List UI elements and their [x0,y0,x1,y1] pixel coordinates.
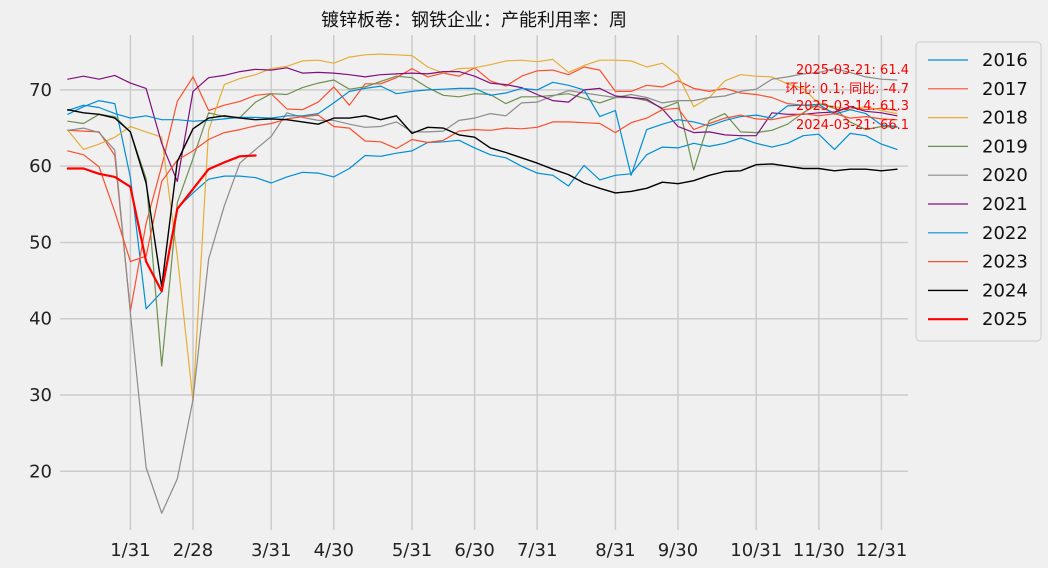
y-tick-label: 30 [29,385,52,406]
legend-label-2017: 2017 [982,79,1028,100]
y-tick-label: 40 [29,309,52,330]
legend-label-2020: 2020 [982,165,1028,186]
y-tick-label: 60 [29,156,52,177]
x-tick-label: 7/31 [517,540,557,561]
legend-label-2025: 2025 [982,309,1028,330]
annotation-prev-week: 2025-03-14: 61.3 [796,99,909,114]
legend-label-2024: 2024 [982,280,1028,301]
series-line-2025 [66,154,257,293]
annotation-layer: 2025-03-21: 61.4 环比: 0.1; 同比: -4.7 2025-… [785,63,909,133]
series-line-2018 [67,53,898,402]
annotation-change: 环比: 0.1; 同比: -4.7 [785,82,909,97]
series-layer [66,53,898,514]
legend-label-2023: 2023 [982,252,1028,273]
y-tick-label: 70 [29,80,52,101]
legend-label-2018: 2018 [982,108,1028,129]
x-tick-label: 3/31 [251,540,291,561]
x-tick-label: 11/30 [793,540,845,561]
series-line-2023 [67,107,898,263]
y-tick-label: 20 [29,461,52,482]
tick-layer: 20 30 40 50 60 70 1/31 2/28 3/31 4/30 5/31 6/30 7/31… [29,80,907,561]
x-tick-label: 10/31 [730,540,782,561]
x-tick-label: 2/28 [173,540,213,561]
x-tick-label: 1/31 [110,540,150,561]
legend-label-2021: 2021 [982,194,1028,215]
x-tick-label: 8/31 [595,540,635,561]
annotation-prev-year: 2024-03-21: 66.1 [796,118,909,133]
legend-label-2016: 2016 [982,50,1028,71]
y-tick-label: 50 [29,232,52,253]
x-tick-label: 9/30 [658,540,698,561]
legend: 2016 2017 2018 2019 2020 2021 2022 2023 2024 2025 [915,41,1042,342]
x-tick-label: 6/30 [454,540,494,561]
x-tick-label: 12/31 [855,540,907,561]
series-line-2017 [67,66,898,312]
legend-box [915,41,1042,342]
annotation-latest: 2025-03-21: 61.4 [796,63,909,78]
legend-label-2019: 2019 [982,136,1028,157]
series-line-2020 [67,67,898,514]
x-tick-label: 4/30 [314,540,354,561]
series-line-2024 [67,108,898,288]
series-line-2021 [67,67,898,182]
legend-label-2022: 2022 [982,223,1028,244]
x-tick-label: 5/31 [392,540,432,561]
chart-title: 镀锌板卷：钢铁企业：产能利用率：周 [321,10,627,31]
